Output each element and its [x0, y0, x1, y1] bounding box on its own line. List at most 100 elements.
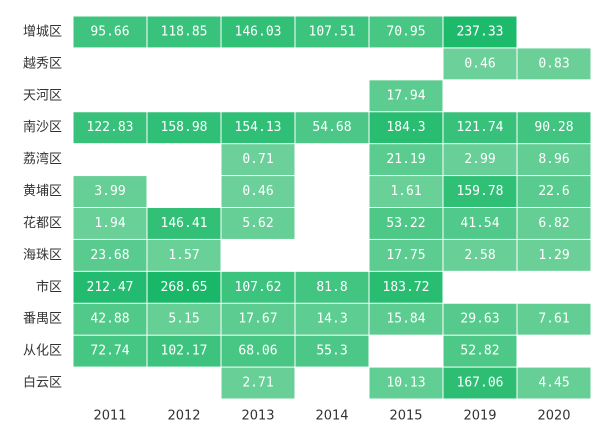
cell-value-label: 1.61 — [390, 184, 421, 199]
heatmap-cell — [369, 16, 443, 48]
cell-value-label: 52.82 — [460, 344, 499, 359]
cell-value-label: 102.17 — [161, 344, 208, 359]
cell-value-label: 5.62 — [242, 216, 273, 231]
heatmap-cell — [73, 239, 147, 271]
cell-value-label: 21.19 — [386, 152, 425, 167]
cell-value-label: 0.83 — [538, 56, 569, 71]
cell-value-label: 237.33 — [457, 24, 504, 39]
cell-value-label: 0.71 — [242, 152, 273, 167]
heatmap-cell — [295, 16, 369, 48]
cell-value-label: 15.84 — [386, 312, 425, 327]
cell-value-label: 55.3 — [316, 344, 347, 359]
col-labels-layer: 2011 2012 2013 2014 2015 2019 2020 — [93, 409, 570, 424]
heatmap-cell — [443, 16, 517, 48]
cell-value-label: 5.15 — [168, 312, 199, 327]
heatmap-cell — [73, 271, 147, 303]
cells-layer — [73, 16, 591, 399]
cell-value-label: 42.88 — [90, 312, 129, 327]
heatmap-cell — [517, 303, 591, 335]
heatmap-cell — [73, 16, 147, 48]
cell-value-label: 146.41 — [161, 216, 208, 231]
heatmap-cell — [295, 271, 369, 303]
column-label: 2020 — [537, 409, 570, 424]
heatmap-cell — [369, 208, 443, 239]
column-label: 2019 — [463, 409, 496, 424]
heatmap-cell — [369, 112, 443, 144]
heatmap-cell — [221, 112, 295, 144]
cell-value-label: 154.13 — [235, 120, 282, 135]
cell-value-label: 1.29 — [538, 248, 569, 263]
cell-value-label: 184.3 — [386, 120, 425, 135]
row-label: 黄埔区 — [23, 184, 62, 199]
heatmap-cell — [369, 239, 443, 271]
row-label: 白云区 — [23, 375, 62, 391]
heatmap-cell — [221, 208, 295, 239]
heatmap-cell — [295, 112, 369, 144]
cell-value-label: 81.8 — [316, 280, 347, 295]
heatmap-cell — [443, 303, 517, 335]
cell-value-label: 158.98 — [161, 120, 208, 135]
row-label: 天河区 — [23, 88, 62, 103]
row-label: 海珠区 — [23, 248, 62, 263]
cell-value-label: 22.6 — [538, 184, 569, 199]
heatmap-cell — [517, 48, 591, 80]
heatmap-cell — [443, 112, 517, 144]
heatmap-cell — [221, 367, 295, 399]
heatmap-cell — [221, 335, 295, 367]
heatmap-cell — [369, 367, 443, 399]
cell-value-label: 17.94 — [386, 88, 425, 103]
row-label: 番禺区 — [23, 312, 62, 327]
heatmap-cell — [221, 176, 295, 207]
heatmap-cell — [369, 271, 443, 303]
heatmap-cell — [147, 335, 221, 367]
heatmap-cell — [443, 239, 517, 271]
cell-value-label: 29.63 — [460, 312, 499, 327]
heatmap-cell — [369, 303, 443, 335]
cell-value-label: 68.06 — [238, 344, 277, 359]
heatmap-cell — [73, 335, 147, 367]
cell-value-label: 7.61 — [538, 312, 569, 327]
heatmap-cell — [443, 367, 517, 399]
cell-value-label: 183.72 — [383, 280, 430, 295]
heatmap-cell — [221, 271, 295, 303]
cell-value-label: 1.57 — [168, 248, 199, 263]
heatmap-cell — [517, 367, 591, 399]
heatmap-cell — [517, 208, 591, 239]
heatmap-cell — [147, 208, 221, 239]
heatmap-cell — [221, 144, 295, 176]
cell-value-label: 17.75 — [386, 248, 425, 263]
heatmap-cell — [295, 335, 369, 367]
cell-value-label: 4.45 — [538, 376, 569, 391]
cell-value-label: 167.06 — [457, 376, 504, 391]
cell-value-label: 72.74 — [90, 344, 129, 359]
heatmap-cell — [221, 303, 295, 335]
cell-value-label: 107.62 — [235, 280, 282, 295]
column-label: 2013 — [241, 409, 274, 424]
column-label: 2011 — [93, 409, 126, 424]
column-label: 2014 — [315, 409, 348, 424]
cell-value-label: 107.51 — [309, 24, 356, 39]
heatmap-cell — [443, 48, 517, 80]
heatmap-cell — [147, 303, 221, 335]
cell-value-label: 146.03 — [235, 24, 282, 39]
cell-value-label: 8.96 — [538, 152, 569, 167]
cell-value-label: 118.85 — [161, 24, 208, 39]
row-label: 花都区 — [23, 215, 62, 231]
row-label: 增城区 — [23, 24, 62, 39]
heatmap-cell — [517, 112, 591, 144]
cell-labels-layer: 95.66 118.85 146.03 107.51 70.95 237.33 0.46 0.… — [87, 24, 574, 390]
cell-value-label: 0.46 — [464, 56, 495, 71]
cell-value-label: 1.94 — [94, 216, 125, 231]
row-label: 市区 — [36, 279, 62, 295]
heatmap-cell — [73, 208, 147, 239]
cell-value-label: 23.68 — [90, 248, 129, 263]
column-label: 2015 — [389, 409, 422, 424]
heatmap-cell — [73, 303, 147, 335]
column-label: 2012 — [167, 409, 200, 424]
cell-value-label: 2.99 — [464, 152, 495, 167]
cell-value-label: 122.83 — [87, 120, 134, 135]
heatmap-cell — [147, 112, 221, 144]
cell-value-label: 53.22 — [386, 216, 425, 231]
heatmap-cell — [517, 144, 591, 176]
